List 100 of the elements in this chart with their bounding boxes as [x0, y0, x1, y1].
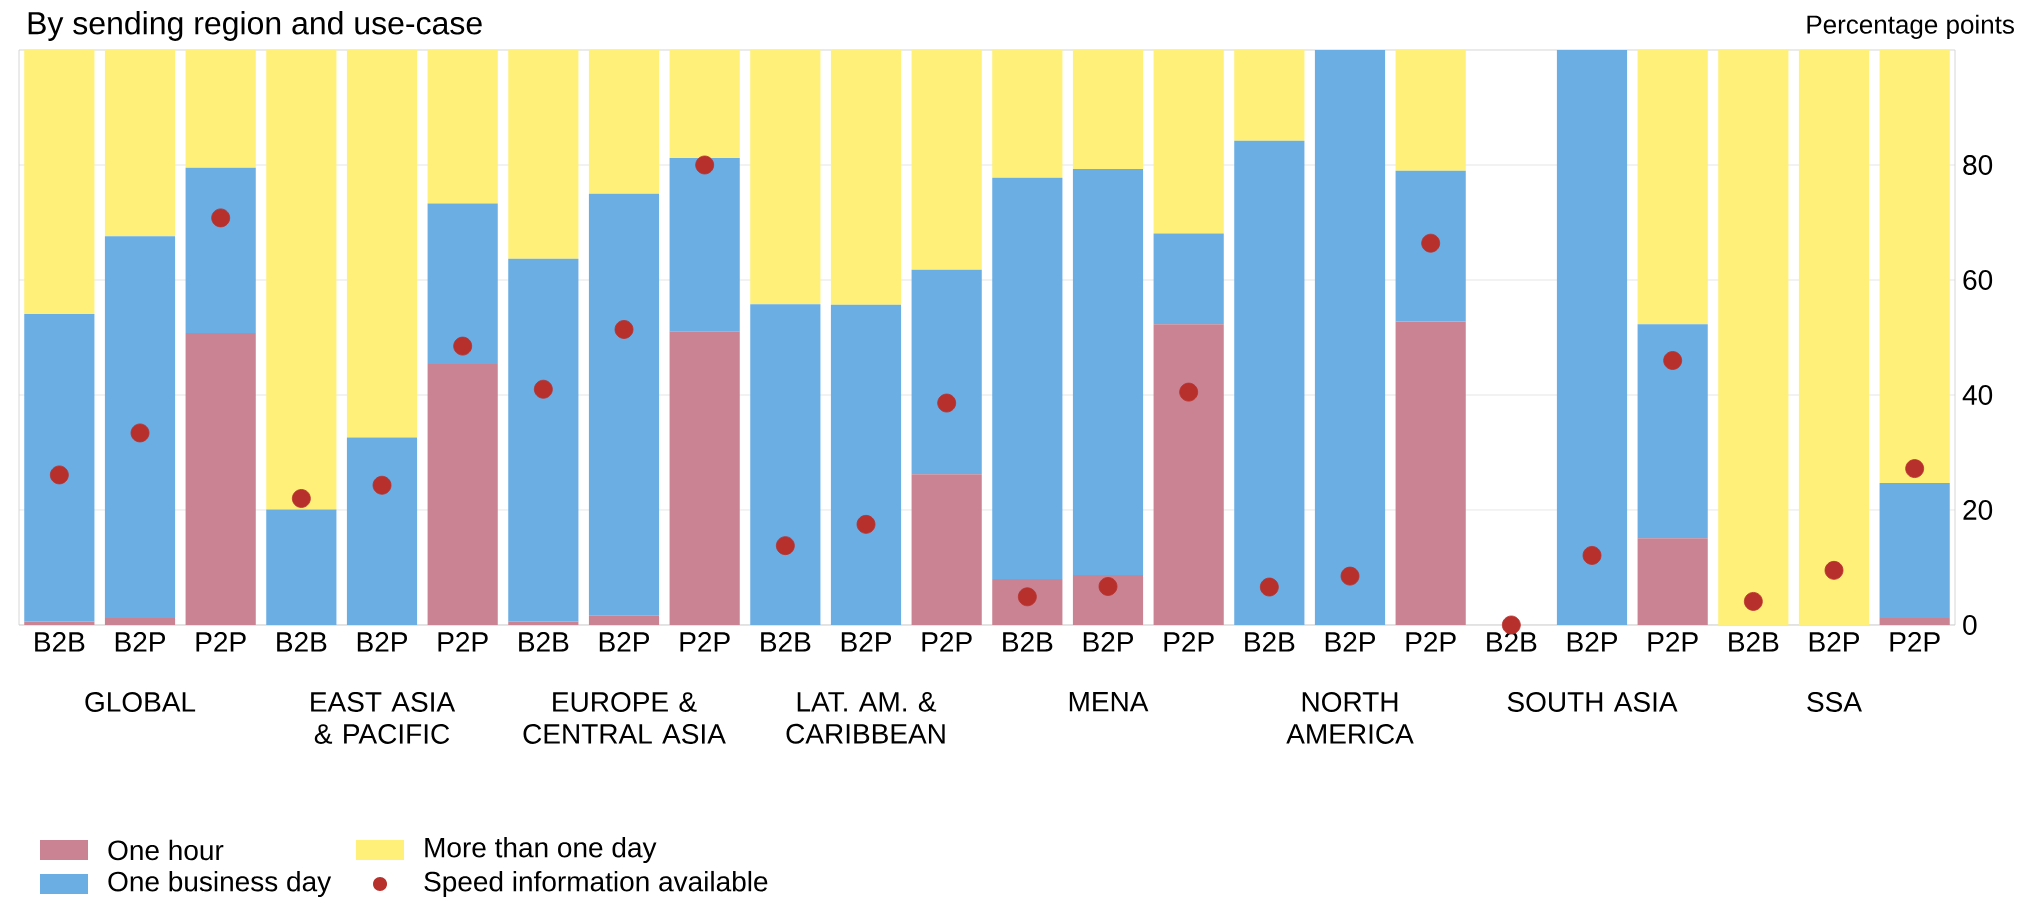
x-tick-label: B2P [599, 632, 650, 652]
bar [1879, 49, 1950, 483]
point [49, 465, 69, 485]
x-tick-label: B2P [1083, 632, 1134, 652]
point [1905, 459, 1925, 478]
bar [104, 618, 176, 625]
point [856, 514, 876, 534]
bar [1395, 321, 1466, 625]
point [1259, 577, 1279, 597]
bar [1072, 49, 1144, 170]
x-tick-label: B2P [1325, 632, 1376, 652]
bar [1556, 49, 1628, 625]
bar [185, 167, 256, 333]
bar [588, 193, 660, 616]
x-tick-label: P2P [680, 632, 730, 652]
bar [1637, 538, 1708, 625]
x-tick-label: B2B [1003, 632, 1053, 652]
point [453, 336, 473, 356]
bar [750, 304, 821, 625]
bar [427, 363, 498, 625]
bar [1153, 324, 1224, 625]
bar [911, 49, 982, 270]
bar [992, 578, 1063, 625]
x-tick-label: B2P [841, 632, 892, 652]
bar [1395, 170, 1466, 322]
text: GLOBAL [85, 692, 196, 712]
bar [346, 49, 418, 438]
y-tick-label: 60 [1963, 270, 1993, 290]
point [1743, 592, 1763, 611]
bar [427, 49, 498, 204]
text: SSA [1807, 692, 1862, 712]
text: LAT. AM. & CARIBBEAN [786, 692, 945, 744]
bar [1637, 49, 1708, 325]
legend-label: One business day [108, 870, 332, 898]
point [775, 536, 795, 556]
bar [104, 49, 176, 237]
x-tick-label: B2B [35, 632, 85, 652]
y-axis-title: Percentage points [1807, 14, 2014, 39]
text: SOUTH ASIA [1507, 692, 1678, 712]
point [130, 423, 150, 443]
bar [750, 49, 821, 305]
point [1421, 233, 1441, 253]
x-tick-label: P2P [1406, 632, 1456, 652]
bar [1072, 169, 1144, 575]
y-tick-label: 0 [1963, 615, 1977, 635]
text: MENA [1069, 692, 1149, 712]
point [695, 155, 715, 175]
y-tick-label: 80 [1963, 155, 1993, 175]
point [1179, 382, 1199, 402]
x-tick-label: P2P [196, 632, 246, 652]
text: EUROPE & CENTRAL ASIA [523, 692, 726, 744]
legend-label: One hour [108, 839, 224, 861]
bar [266, 49, 337, 510]
text: EAST ASIA & PACIFIC [311, 692, 456, 744]
x-tick-label: P2P [438, 632, 488, 652]
x-tick-label: P2P [922, 632, 972, 652]
bar [911, 269, 982, 475]
text: NORTH AMERICA [1286, 692, 1414, 744]
bar [266, 509, 337, 625]
x-tick-label: B2B [1729, 632, 1779, 652]
bar [508, 49, 579, 259]
bar [669, 49, 740, 159]
x-tick-label: B2B [277, 632, 327, 652]
bar [1234, 49, 1305, 141]
bar [104, 236, 176, 619]
bar [185, 332, 256, 625]
bar [911, 474, 982, 625]
bar [1798, 49, 1870, 625]
x-tick-label: B2B [1245, 632, 1295, 652]
bar [508, 258, 579, 622]
bar [992, 49, 1063, 178]
bar [1072, 574, 1144, 625]
x-tick-label: P2P [1164, 632, 1214, 652]
x-tick-label: B2B [761, 632, 811, 652]
bar [1395, 49, 1466, 171]
x-tick-label: B2P [1809, 632, 1859, 652]
bar [669, 331, 740, 625]
bar [830, 304, 902, 625]
point [533, 379, 553, 399]
x-tick-label: B2P [357, 632, 408, 652]
bar [830, 49, 902, 305]
chart-title: By sending region and use-case [28, 11, 482, 41]
bar [1153, 233, 1224, 325]
x-tick-label: B2B [519, 632, 569, 652]
x-tick-label: B2B [1487, 632, 1537, 652]
bar [24, 49, 95, 314]
point [1582, 546, 1602, 565]
bar [1234, 140, 1305, 625]
bar [1637, 324, 1708, 539]
bar [1879, 482, 1950, 619]
x-tick-label: B2P [115, 632, 166, 652]
x-tick-label: P2P [1890, 632, 1940, 652]
legend-label: Speed information available [424, 870, 768, 898]
bar [1718, 49, 1789, 625]
point [1340, 566, 1360, 586]
x-tick-label: P2P [1648, 632, 1698, 652]
point [372, 475, 392, 495]
point [1824, 560, 1844, 580]
point [937, 393, 957, 413]
bar [1153, 49, 1224, 234]
